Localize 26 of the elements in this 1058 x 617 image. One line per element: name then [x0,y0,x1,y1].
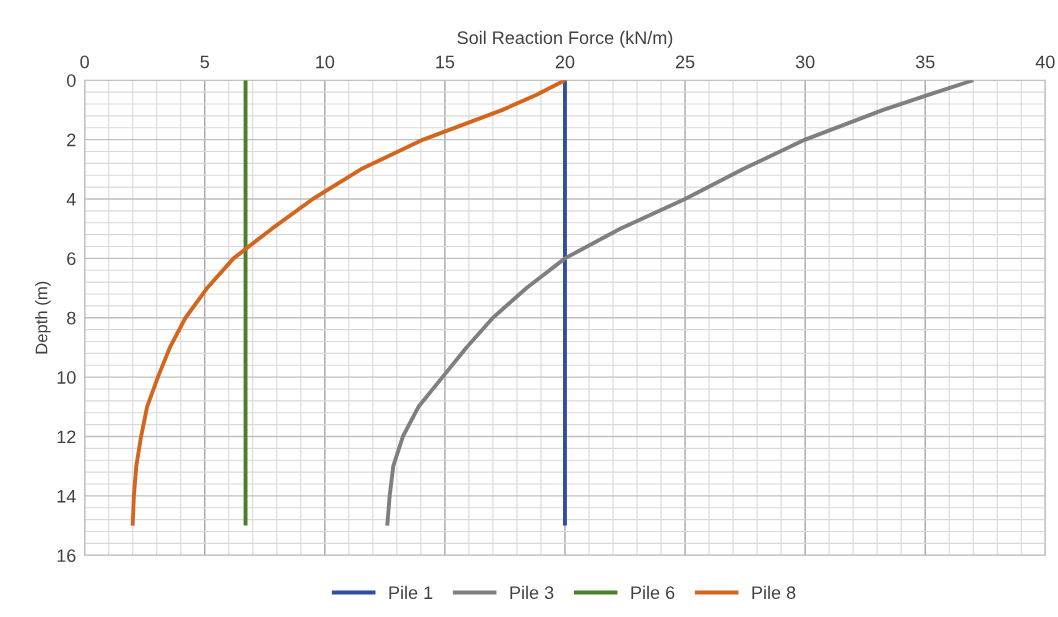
x-tick-label: 35 [915,55,935,69]
y-tick-label: 0 [66,74,76,87]
y-tick-label: 8 [67,311,76,325]
line-series [385,80,976,528]
x-axis-title: Soil Reaction Force (kN/m) [457,30,673,48]
y-tick-label: 2 [67,133,76,147]
x-tick-label: 15 [436,55,455,69]
legend-label: Pile 3 [510,585,554,600]
y-tick-label: 4 [66,193,76,206]
x-tick-label: 5 [200,55,209,69]
y-tick-label: 10 [57,371,76,384]
legend-label: Pile 1 [389,585,433,600]
y-tick-label: 6 [67,252,76,266]
x-tick-label: 40 [1035,55,1055,69]
x-tick-label: 20 [555,55,575,69]
y-tick-label: 12 [57,430,76,444]
y-tick-label: 16 [57,549,76,563]
x-tick-label: 25 [675,55,695,69]
x-tick-label: 30 [795,55,815,69]
x-tick-label: 10 [316,55,335,69]
line-series [130,80,567,528]
y-axis-title: Depth (m) [35,281,51,354]
legend-label: Pile 6 [631,585,675,600]
y-tick-label: 14 [57,490,76,503]
legend-label: Pile 8 [752,585,796,600]
x-tick-label: 0 [80,55,89,69]
